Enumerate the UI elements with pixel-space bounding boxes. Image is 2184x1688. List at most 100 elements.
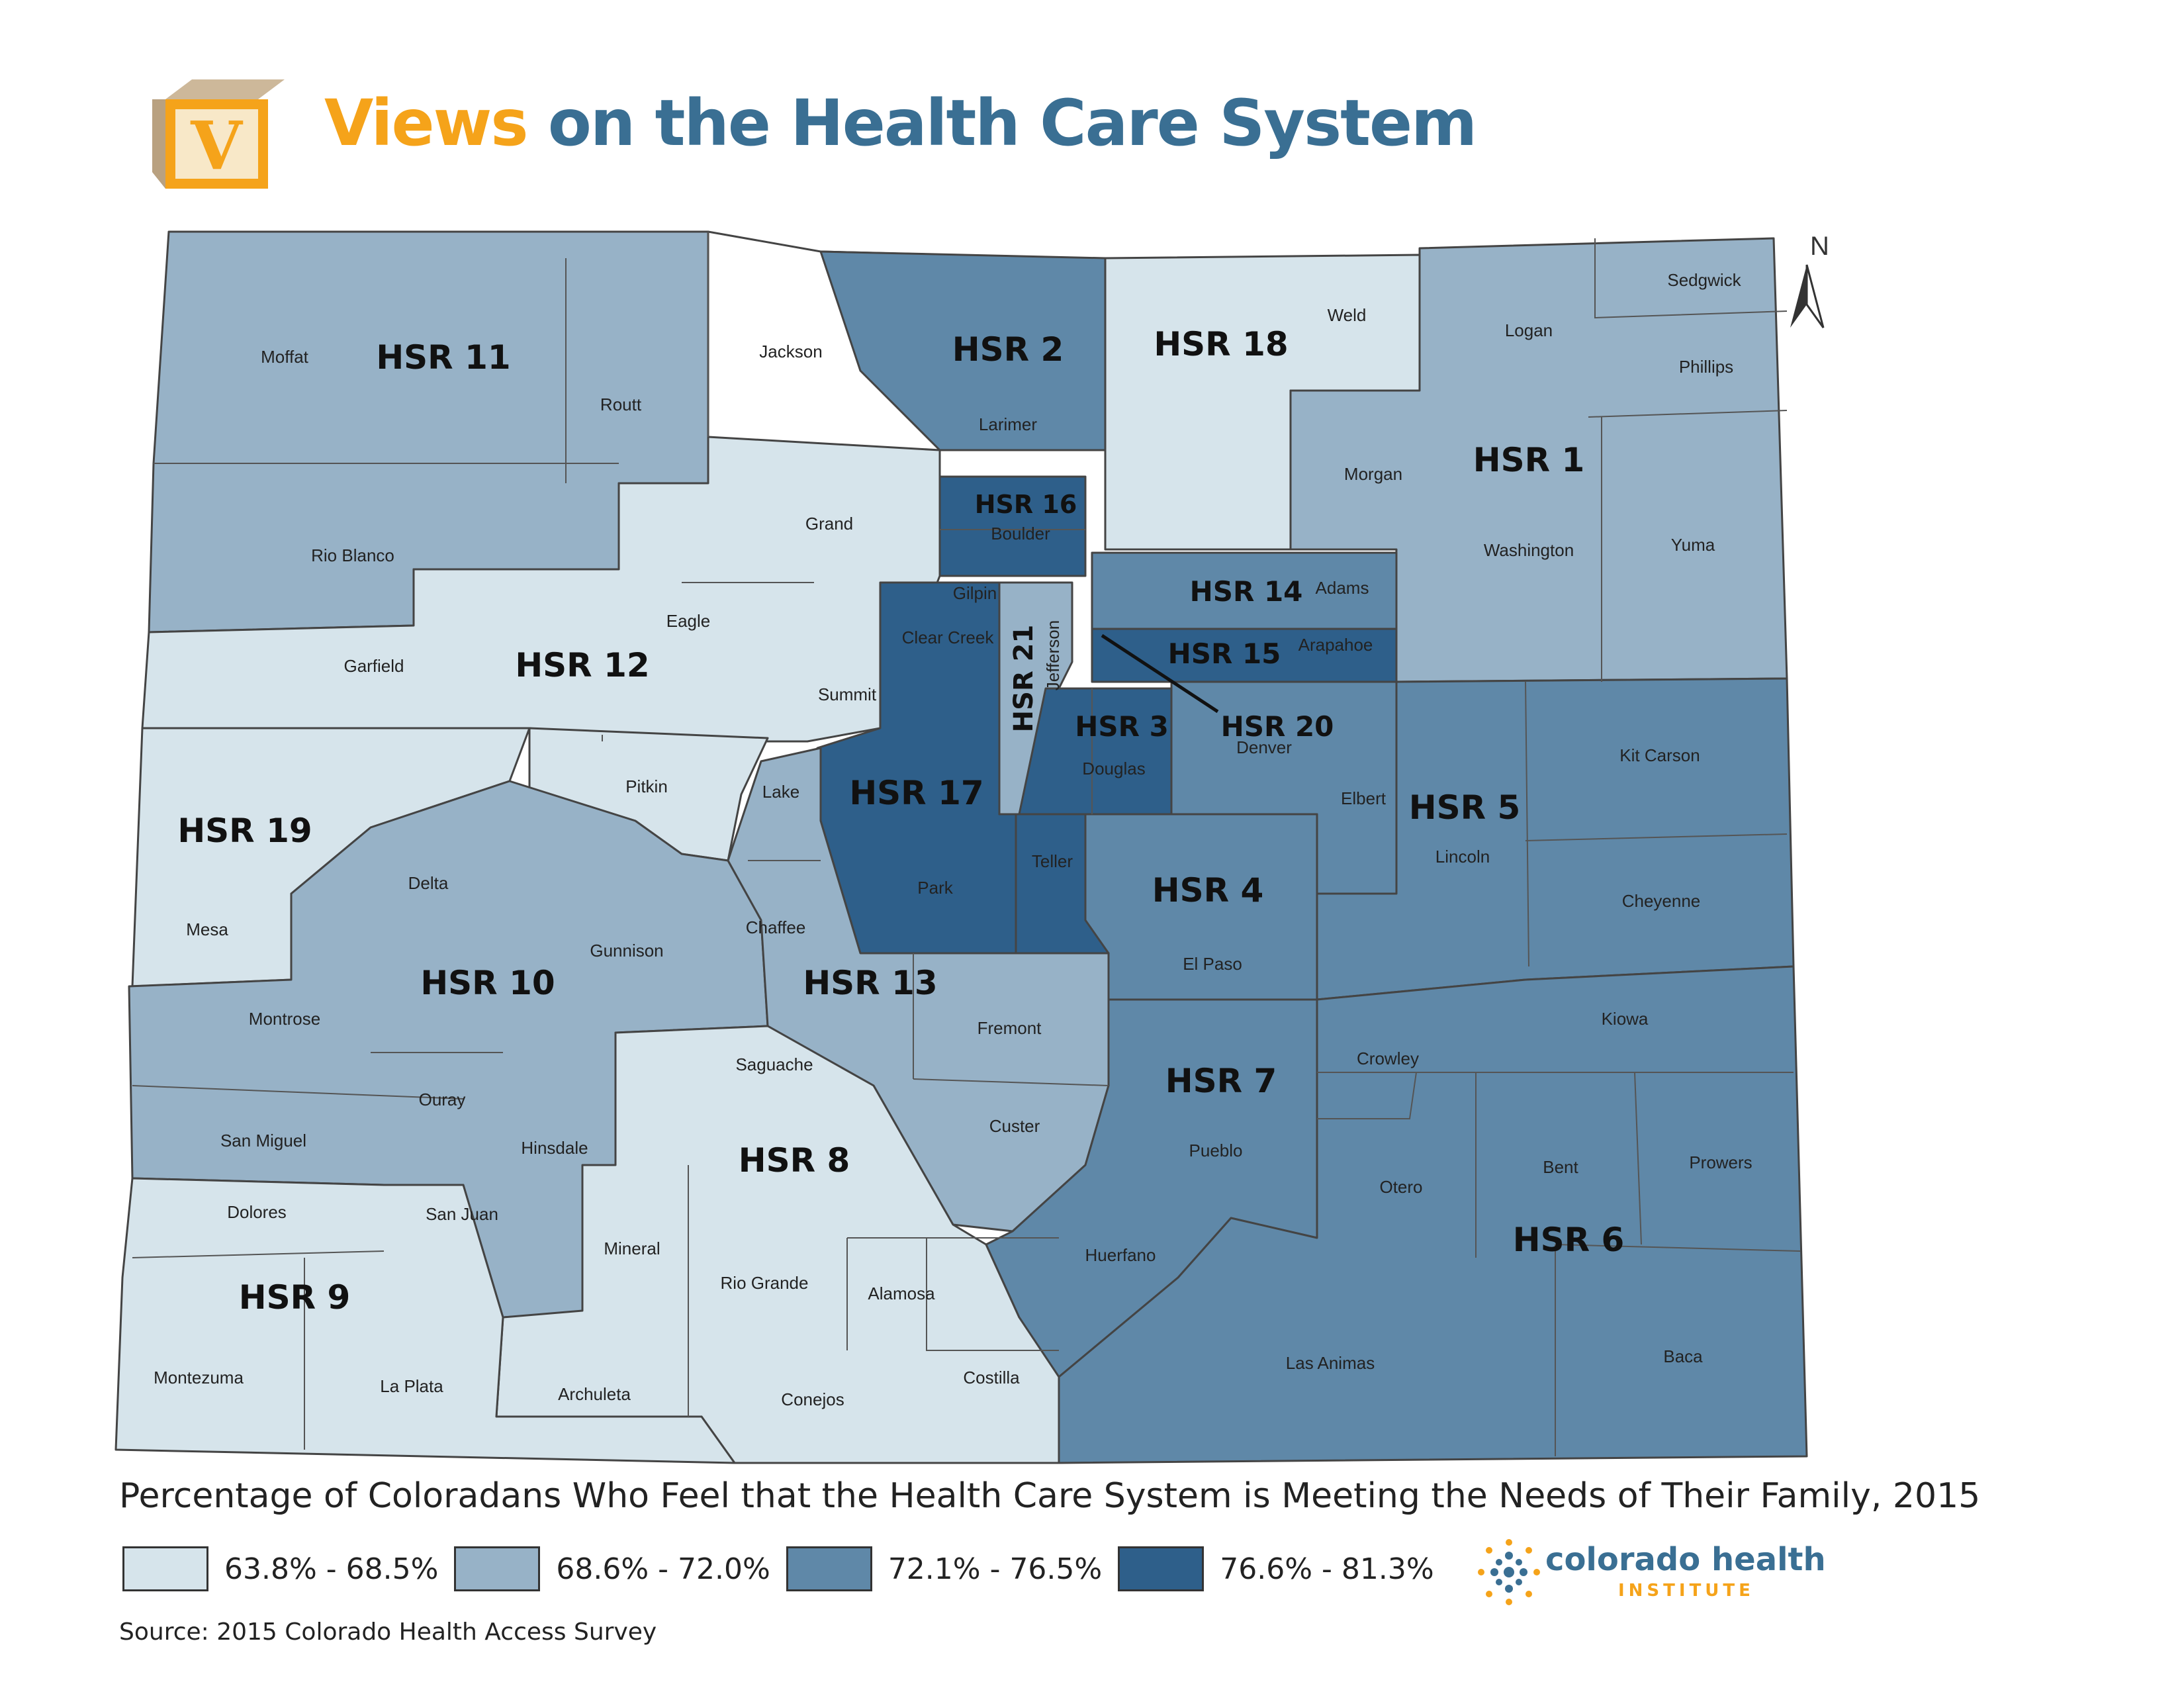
- county-routt: Routt: [600, 395, 642, 414]
- hsr-13-label: HSR 13: [803, 964, 937, 1002]
- county-pueblo: Pueblo: [1189, 1141, 1243, 1160]
- county-logan: Logan: [1505, 320, 1553, 340]
- county-larimer: Larimer: [979, 414, 1037, 434]
- county-el-paso: El Paso: [1183, 954, 1242, 974]
- county-yuma: Yuma: [1671, 535, 1715, 555]
- hsr-11-label: HSR 11: [376, 338, 510, 377]
- county-alamosa: Alamosa: [868, 1284, 935, 1303]
- county-douglas: Douglas: [1082, 759, 1145, 778]
- county-saguache: Saguache: [735, 1055, 813, 1074]
- page-title: Views on the Health Care System: [324, 86, 1477, 160]
- county-mineral: Mineral: [604, 1239, 660, 1258]
- county-adams: Adams: [1316, 578, 1369, 598]
- county-prowers: Prowers: [1689, 1152, 1752, 1172]
- county-boulder: Boulder: [991, 524, 1050, 543]
- region-teller: [1015, 813, 1110, 955]
- county-ouray: Ouray: [419, 1090, 466, 1109]
- header: V Views on the Health Care System: [152, 73, 1477, 189]
- region-hsr-9: [114, 1177, 736, 1464]
- county-archuleta: Archuleta: [558, 1384, 631, 1404]
- block-icon: V: [152, 79, 285, 189]
- county-crowley: Crowley: [1357, 1049, 1419, 1068]
- county-lake: Lake: [762, 782, 799, 802]
- county-kiowa: Kiowa: [1602, 1009, 1649, 1029]
- region-hsr-2-larimer: [819, 250, 1107, 451]
- hsr-labels: HSR 1 HSR 2 HSR 3 HSR 4 HSR 5 HSR 6 HSR …: [177, 325, 1624, 1317]
- hsr-12-label: HSR 12: [515, 646, 649, 684]
- hsr-6-label: HSR 6: [1513, 1221, 1625, 1259]
- hsr-19-label: HSR 19: [177, 812, 312, 850]
- legend-label-3: 72.1% - 76.5%: [887, 1552, 1103, 1586]
- county-hinsdale: Hinsdale: [521, 1138, 588, 1158]
- legend-item: 76.6% - 81.3%: [1118, 1546, 1434, 1591]
- county-san-miguel: San Miguel: [220, 1131, 306, 1150]
- hsr-2-label: HSR 2: [952, 330, 1064, 369]
- county-pitkin: Pitkin: [625, 776, 668, 796]
- county-conejos: Conejos: [781, 1389, 844, 1409]
- county-washington: Washington: [1484, 540, 1574, 560]
- legend-label-2: 68.6% - 72.0%: [556, 1552, 770, 1586]
- county-grand: Grand: [805, 514, 853, 534]
- legend-swatch-3: [786, 1546, 872, 1591]
- title-accent: Views: [324, 86, 528, 160]
- county-san-juan: San Juan: [426, 1204, 498, 1224]
- hsr-9-label: HSR 9: [239, 1278, 351, 1317]
- views-logo-block: V: [152, 73, 285, 192]
- county-borders: [132, 232, 1801, 1456]
- source-note: Source: 2015 Colorado Health Access Surv…: [119, 1618, 657, 1646]
- county-moffat: Moffat: [261, 347, 309, 367]
- county-kit-carson: Kit Carson: [1619, 745, 1700, 765]
- brand-sub: INSTITUTE: [1618, 1581, 1754, 1601]
- hsr-5-label: HSR 5: [1409, 788, 1521, 827]
- legend-swatch-1: [122, 1546, 208, 1591]
- county-baca: Baca: [1663, 1346, 1703, 1366]
- county-eagle: Eagle: [666, 611, 711, 631]
- county-la-plata: La Plata: [380, 1376, 443, 1396]
- county-fremont: Fremont: [978, 1018, 1042, 1038]
- legend-swatch-2: [454, 1546, 541, 1591]
- legend: 63.8% - 68.5% 68.6% - 72.0% 72.1% - 76.5…: [122, 1542, 1450, 1595]
- legend-item: 68.6% - 72.0%: [454, 1546, 770, 1591]
- brand-name: colorado health: [1545, 1541, 1826, 1578]
- hsr-14-label: HSR 14: [1190, 575, 1303, 608]
- hsr-1-label: HSR 1: [1473, 441, 1585, 479]
- logo-letter: V: [190, 107, 243, 185]
- county-gunnison: Gunnison: [590, 941, 663, 961]
- region-hsr-16: [938, 475, 1087, 577]
- county-bent: Bent: [1543, 1157, 1578, 1177]
- region-hsr-8: [495, 1025, 1060, 1464]
- legend-item: 63.8% - 68.5%: [122, 1546, 438, 1591]
- county-clear-creek: Clear Creek: [902, 628, 995, 647]
- county-sedgwick: Sedgwick: [1667, 270, 1741, 290]
- hsr-4-label: HSR 4: [1152, 871, 1264, 910]
- starburst-icon: [1478, 1539, 1540, 1605]
- hsr-15-label: HSR 15: [1168, 637, 1281, 670]
- county-custer: Custer: [989, 1116, 1040, 1136]
- hsr-21-label: HSR 21: [1009, 625, 1039, 733]
- north-arrow-icon: [1777, 232, 1837, 338]
- county-arapahoe: Arapahoe: [1298, 635, 1373, 655]
- county-morgan: Morgan: [1344, 464, 1402, 484]
- hsr-17-label: HSR 17: [849, 774, 983, 812]
- county-rio-blanco: Rio Blanco: [311, 545, 394, 565]
- legend-swatch-4: [1118, 1546, 1205, 1591]
- region-hsr-6: [1058, 965, 1808, 1464]
- county-delta: Delta: [408, 873, 449, 893]
- county-jackson: Jackson: [759, 342, 822, 361]
- county-dolores: Dolores: [227, 1202, 287, 1222]
- hsr-7-label: HSR 7: [1165, 1062, 1277, 1100]
- county-montezuma: Montezuma: [154, 1368, 244, 1387]
- county-otero: Otero: [1379, 1177, 1422, 1197]
- hsr-10-label: HSR 10: [420, 964, 555, 1002]
- county-gilpin: Gilpin: [953, 583, 997, 603]
- county-lincoln: Lincoln: [1435, 847, 1490, 867]
- county-rio-grande: Rio Grande: [721, 1273, 809, 1293]
- legend-label-4: 76.6% - 81.3%: [1220, 1552, 1434, 1586]
- county-park: Park: [917, 878, 953, 898]
- county-huerfano: Huerfano: [1085, 1245, 1156, 1265]
- county-montrose: Montrose: [249, 1009, 320, 1029]
- county-elbert: Elbert: [1341, 788, 1387, 808]
- county-jefferson: Jefferson: [1043, 620, 1063, 690]
